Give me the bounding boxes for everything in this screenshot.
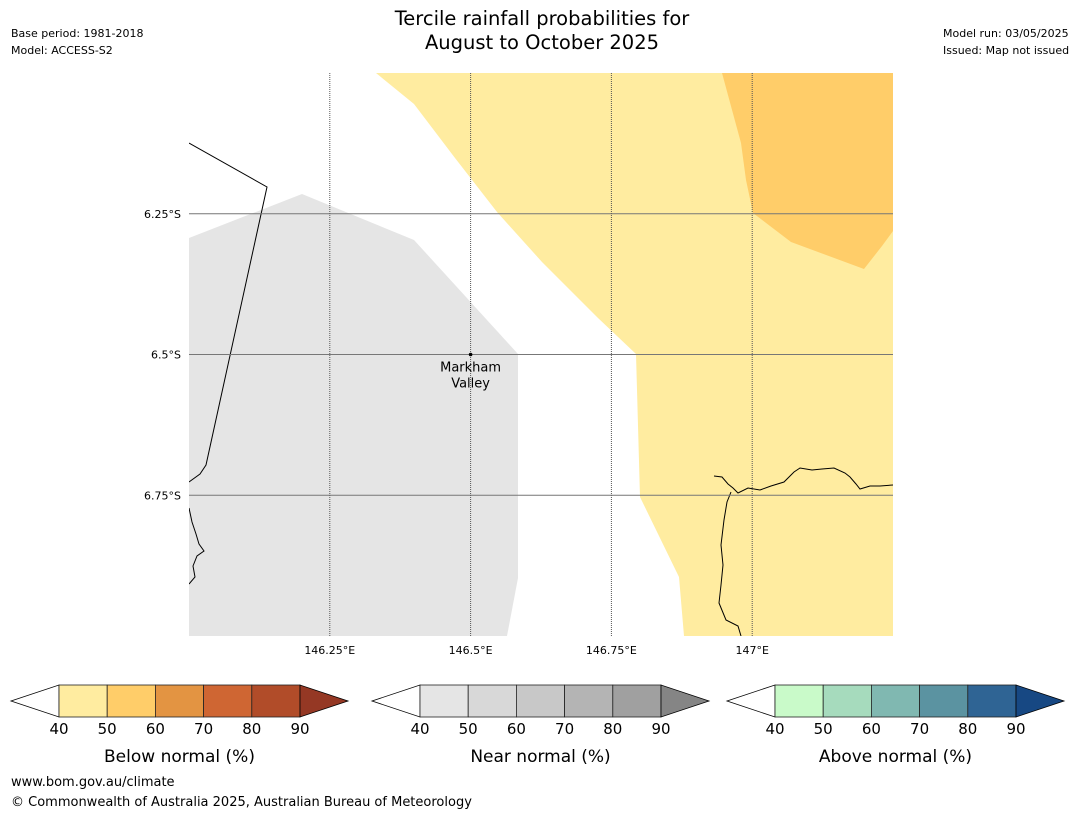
legend-colorbar: 40 50 60 70 80 90 Above normal (%) (725, 684, 1066, 767)
legend-tick-label: 80 (242, 720, 261, 738)
legend-under-triangle (9, 684, 60, 718)
axis-tick-labels: 6.25°S 6.5°S 6.75°S 146.25°E 146.5°E 146.75°E… (144, 208, 769, 657)
map-plot-area (189, 73, 893, 636)
lat-tick-label: 6.25°S (144, 208, 181, 221)
below-normal-region-50 (722, 73, 893, 269)
model-label: Model: ACCESS-S2 (11, 44, 113, 57)
legend-tick-label: 90 (290, 720, 309, 738)
legend-tick-label: 90 (1006, 720, 1025, 738)
coastline-east (713, 467, 893, 494)
legend-color-segment (774, 684, 824, 718)
legend-over-triangle (660, 684, 711, 718)
legend-color-segment (251, 684, 301, 718)
legend-tick-label: 90 (651, 720, 670, 738)
coastline-west (189, 507, 205, 585)
legend-color-segment (516, 684, 566, 718)
base-period-label: Base period: 1981-2018 (11, 27, 144, 40)
legend-tick-label: 60 (146, 720, 165, 738)
map-title-line2: August to October 2025 (424, 31, 660, 54)
legend-color-segment (58, 684, 108, 718)
lat-tick-label: 6.75°S (144, 489, 181, 502)
near-normal-region (189, 194, 518, 636)
legend-color-segment (822, 684, 872, 718)
legend-over-triangle (299, 684, 350, 718)
legend-under-triangle (370, 684, 421, 718)
legend-tick-label: 60 (862, 720, 881, 738)
legend-tick-label: 80 (603, 720, 622, 738)
colorbar-legends: 40 50 60 70 80 90 Below normal (%) 40 50 60 70 80 90… (9, 684, 1066, 767)
lon-tick-label: 146.5°E (449, 644, 493, 657)
legend-tick-label: 40 (765, 720, 784, 738)
border-line (189, 142, 268, 483)
legend-color-segment (564, 684, 614, 718)
legend-tick-label: 50 (459, 720, 478, 738)
website-link[interactable]: www.bom.gov.au/climate (11, 775, 175, 790)
legend-color-segment (871, 684, 921, 718)
location-label-line1: Markham (440, 361, 501, 376)
legend-color-segment (203, 684, 253, 718)
model-run-label: Model run: 03/05/2025 (943, 27, 1069, 40)
map-title: Tercile rainfall probabilities for Augus… (292, 7, 792, 55)
map-title-line1: Tercile rainfall probabilities for (394, 7, 690, 30)
legend-under-triangle (725, 684, 776, 718)
legend-tick-label: 40 (410, 720, 429, 738)
legend-tick-label: 70 (910, 720, 929, 738)
lon-tick-label: 147°E (735, 644, 768, 657)
legend-over-triangle (1015, 684, 1066, 718)
legend-title: Below normal (%) (104, 747, 255, 767)
legend-colorbar: 40 50 60 70 80 90 Below normal (%) (9, 684, 350, 767)
issued-label: Issued: Map not issued (943, 44, 1070, 57)
legend-tick-label: 40 (49, 720, 68, 738)
river-line (718, 491, 742, 636)
location-label-line2: Valley (451, 377, 490, 392)
legend-tick-label: 50 (814, 720, 833, 738)
legend-tick-label: 70 (194, 720, 213, 738)
graticule (189, 73, 893, 636)
legend-color-segment (919, 684, 969, 718)
legend-colorbar: 40 50 60 70 80 90 Near normal (%) (370, 684, 711, 767)
legend-tick-label: 80 (958, 720, 977, 738)
legend-title: Above normal (%) (819, 747, 972, 767)
lat-tick-label: 6.5°S (151, 349, 181, 362)
legend-color-segment (967, 684, 1017, 718)
legend-tick-label: 60 (507, 720, 526, 738)
legend-color-segment (467, 684, 517, 718)
legend-color-segment (612, 684, 662, 718)
legend-tick-label: 70 (555, 720, 574, 738)
markham-valley-marker (468, 352, 473, 357)
legend-color-segment (419, 684, 469, 718)
legend-color-segment (154, 684, 204, 718)
lon-tick-label: 146.75°E (586, 644, 637, 657)
legend-color-segment (106, 684, 156, 718)
lon-tick-label: 146.25°E (304, 644, 355, 657)
legend-tick-label: 50 (98, 720, 117, 738)
legend-title: Near normal (%) (470, 747, 610, 767)
copyright-text: © Commonwealth of Australia 2025, Austra… (11, 795, 472, 810)
